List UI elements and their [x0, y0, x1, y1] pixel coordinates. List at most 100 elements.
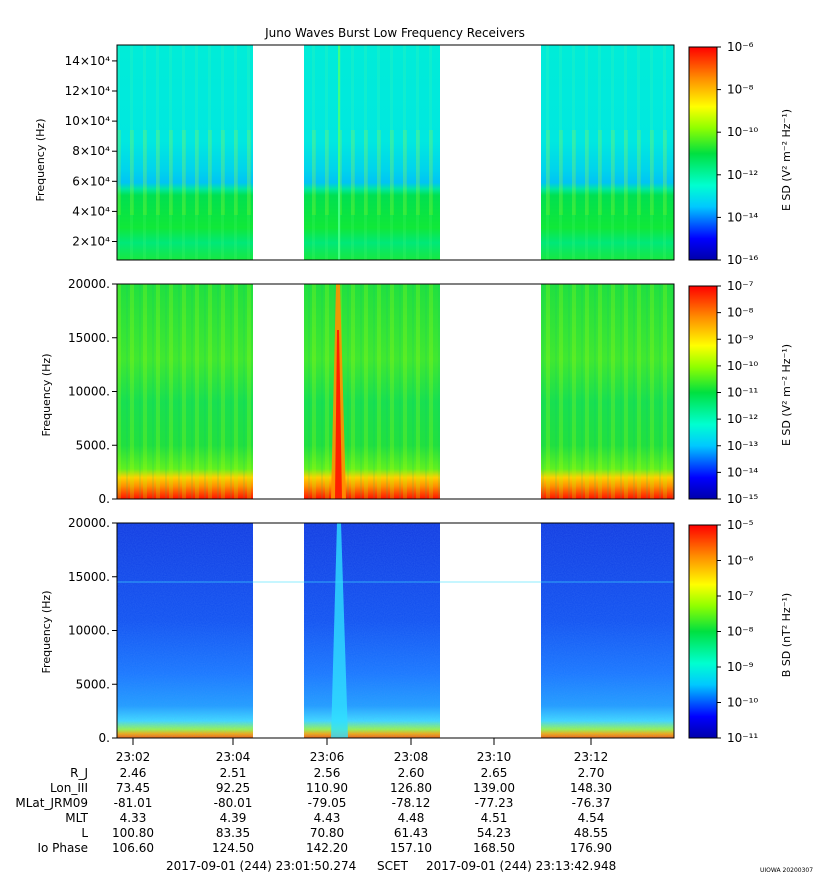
ephemeris-row-label: Io Phase [37, 841, 88, 855]
y-tick-label: 20000. [68, 277, 110, 291]
colorbar-tick-label: 10⁻¹¹ [727, 731, 758, 745]
colorbar-tick-label: 10⁻⁹ [727, 660, 754, 674]
ephemeris-value: 4.51 [481, 811, 508, 825]
panel-1: Frequency (Hz) 2×10⁴ 4×10⁴ 6×10⁴ 8×10⁴ 10×10… [34, 40, 793, 267]
panel-3: Frequency (Hz) 0. 5000. 10000. 15000. 20000.… [40, 516, 793, 745]
colorbar-tick-label: 10⁻¹⁰ [727, 359, 758, 373]
y-tick-label: 5000. [76, 438, 110, 452]
start-time: 2017-09-01 (244) 23:01:50.274 [166, 859, 356, 873]
colorbar-tick-label: 10⁻⁹ [727, 332, 754, 346]
scet-label: SCET [377, 859, 409, 873]
y-tick-label: 2×10⁴ [72, 235, 110, 249]
colorbar-tick-label: 10⁻¹² [727, 412, 758, 426]
ephemeris-row-label: R_J [70, 766, 88, 780]
ephemeris-value: 4.33 [120, 811, 147, 825]
colorbar-tick-label: 10⁻⁶ [727, 554, 754, 568]
ephemeris-value: 4.43 [314, 811, 341, 825]
ephemeris-row-label: MLat_JRM09 [15, 796, 88, 810]
ephemeris-value: -81.01 [114, 796, 153, 810]
ephemeris-value: 157.10 [390, 841, 432, 855]
y-axis-label-1: Frequency (Hz) [34, 119, 47, 202]
ephemeris-row-label: Lon_III [50, 781, 88, 795]
y-tick-label: 12×10⁴ [65, 84, 111, 98]
y-tick-label: 6×10⁴ [72, 174, 110, 188]
colorbar-ticks-3: 10⁻⁵ 10⁻⁶ 10⁻⁷ 10⁻⁸ 10⁻⁹ 10⁻¹⁰ 10⁻¹¹ [717, 518, 758, 745]
colorbar-tick-label: 10⁻¹³ [727, 439, 758, 453]
ephemeris-value: -76.37 [572, 796, 611, 810]
noise-3-b [304, 523, 440, 738]
colorbar-tick-label: 10⁻¹⁴ [727, 210, 758, 224]
ephemeris-value: 2.65 [481, 766, 508, 780]
y-tick-label: 10×10⁴ [65, 114, 111, 128]
plot-frame-1 [116, 44, 675, 261]
stripes-2-c [541, 284, 674, 499]
colorbar-label-1: E SD (V² m⁻² Hz⁻¹) [780, 109, 793, 211]
y-axis-label-2: Frequency (Hz) [40, 354, 53, 437]
y-tick-label: 20000. [68, 516, 110, 530]
ephemeris-value: 126.80 [390, 781, 432, 795]
ephemeris-value: 142.20 [306, 841, 348, 855]
colorbar-tick-label: 10⁻¹⁶ [727, 253, 758, 267]
ephemeris-value: 168.50 [473, 841, 515, 855]
y-tick-label: 15000. [68, 331, 110, 345]
colorbar-tick-label: 10⁻⁷ [727, 589, 754, 603]
burst-spike-2-core [335, 330, 342, 499]
figure-title: Juno Waves Burst Low Frequency Receivers [264, 26, 525, 40]
x-tick-label: 23:08 [394, 750, 429, 764]
y-tick-label: 15000. [68, 570, 110, 584]
x-tick-label: 23:06 [310, 750, 345, 764]
ephemeris-value: 124.50 [212, 841, 254, 855]
ephemeris-value: 100.80 [112, 826, 154, 840]
y-tick-label: 8×10⁴ [72, 144, 110, 158]
noise-3-a [117, 523, 253, 738]
ephemeris-value: 70.80 [310, 826, 344, 840]
ephemeris-value: 61.43 [394, 826, 428, 840]
colorbar-tick-label: 10⁻¹⁰ [727, 125, 758, 139]
x-tick-label: 23:04 [216, 750, 251, 764]
ephemeris-value: -79.05 [308, 796, 347, 810]
stripes-1-b [304, 45, 440, 260]
x-tick-label: 23:12 [574, 750, 609, 764]
colorbar-tick-label: 10⁻⁸ [727, 83, 754, 97]
x-tick-label: 23:02 [116, 750, 151, 764]
ephemeris-value: 148.30 [570, 781, 612, 795]
burst-spike-3 [331, 523, 348, 738]
colorbar-tick-label: 10⁻⁵ [727, 518, 754, 532]
stripes-1-a [117, 45, 253, 260]
y-tick-label: 4×10⁴ [72, 204, 110, 218]
ephemeris-value: 48.55 [574, 826, 608, 840]
ephemeris-value: 2.51 [220, 766, 247, 780]
ephemeris-value: 73.45 [116, 781, 150, 795]
ephemeris-value: 2.60 [398, 766, 425, 780]
y-tick-label: 5000. [76, 677, 110, 691]
ephemeris-row-label: MLT [65, 811, 88, 825]
y-tick-label: 0. [99, 731, 110, 745]
colorbar-tick-label: 10⁻¹² [727, 168, 758, 182]
colorbar-2 [688, 285, 718, 500]
panel-2: Frequency (Hz) 0. 5000. 10000. 15000. 20000.… [40, 277, 793, 506]
ephemeris-value: 2.46 [120, 766, 147, 780]
y-tick-label: 10000. [68, 385, 110, 399]
noise-3-c [541, 523, 674, 738]
colorbar-3 [688, 524, 718, 739]
ephemeris-value: 176.90 [570, 841, 612, 855]
colorbar-ticks-2: 10⁻⁷ 10⁻⁸ 10⁻⁹ 10⁻¹⁰ 10⁻¹¹ 10⁻¹² 10⁻¹³ 10⁻¹⁴ 10⁻… [717, 279, 758, 506]
colorbar-tick-label: 10⁻⁸ [727, 625, 754, 639]
ephemeris-value: -77.23 [475, 796, 514, 810]
colorbar-tick-label: 10⁻¹⁰ [727, 696, 758, 710]
ephemeris-value: 4.39 [220, 811, 247, 825]
x-tick-label: 23:10 [477, 750, 512, 764]
ephemeris-value: 2.56 [314, 766, 341, 780]
colorbar-tick-label: 10⁻¹¹ [727, 386, 758, 400]
uiowa-stamp: UIOWA 20200307 [760, 867, 813, 874]
y-ticks-3: 0. 5000. 10000. 15000. 20000. [68, 516, 117, 745]
ephemeris-value: -80.01 [214, 796, 253, 810]
y-tick-label: 14×10⁴ [65, 54, 111, 68]
stripes-1-c [541, 45, 674, 260]
ephemeris-value: 4.54 [578, 811, 605, 825]
y-ticks-1: 2×10⁴ 4×10⁴ 6×10⁴ 8×10⁴ 10×10⁴ 12×10⁴ 14×10⁴ [65, 54, 117, 249]
ephemeris-value: -78.12 [392, 796, 431, 810]
ephemeris-value: 110.90 [306, 781, 348, 795]
y-ticks-2: 0. 5000. 10000. 15000. 20000. [68, 277, 117, 506]
